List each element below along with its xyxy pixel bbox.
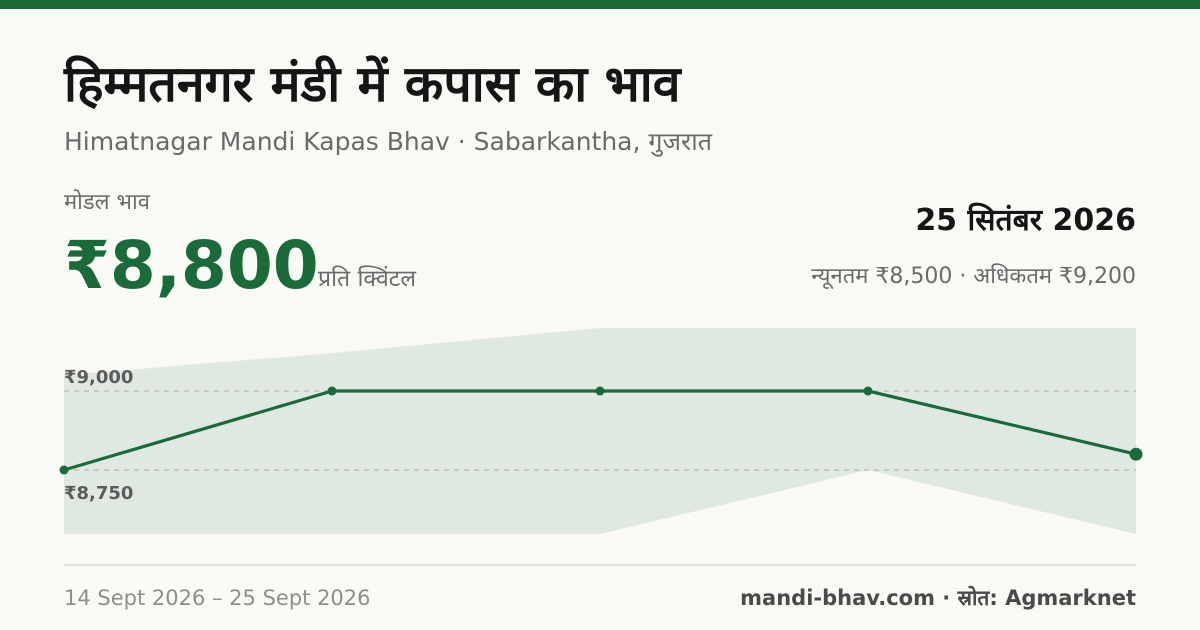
footer-divider xyxy=(64,564,1136,566)
page-title: हिम्मतनगर मंडी में कपास का भाव xyxy=(64,55,681,113)
point-layer xyxy=(59,386,1143,475)
price-date: 25 सितंबर 2026 xyxy=(915,203,1136,238)
latest-price-point xyxy=(1129,447,1143,461)
price-point xyxy=(327,386,337,396)
model-price-value: ₹8,800 xyxy=(64,227,319,304)
y-tick-label: ₹9,000 xyxy=(64,367,133,388)
date-period: 14 Sept 2026 – 25 Sept 2026 xyxy=(64,586,371,610)
price-unit: प्रति क्विंटल xyxy=(318,266,416,292)
price-range: न्यूनतम ₹8,500 · अधिकतम ₹9,200 xyxy=(811,264,1136,289)
price-point xyxy=(595,386,605,396)
page-subtitle: Himatnagar Mandi Kapas Bhav · Sabarkanth… xyxy=(64,127,712,156)
top-accent-bar xyxy=(0,0,1200,9)
min-max-band xyxy=(64,328,1136,534)
price-chart: ₹9,000 ₹8,750 xyxy=(59,328,1143,534)
price-point xyxy=(59,465,69,475)
y-tick-label: ₹8,750 xyxy=(64,483,133,504)
gridline-layer xyxy=(64,390,1136,471)
price-point xyxy=(863,386,873,396)
model-price-label: मोडल भाव xyxy=(64,190,150,215)
source-credit: mandi-bhav.com · स्रोत: Agmarknet xyxy=(740,586,1136,610)
tick-label-layer: ₹9,000 ₹8,750 xyxy=(64,367,133,504)
min-max-band-layer xyxy=(64,328,1136,534)
